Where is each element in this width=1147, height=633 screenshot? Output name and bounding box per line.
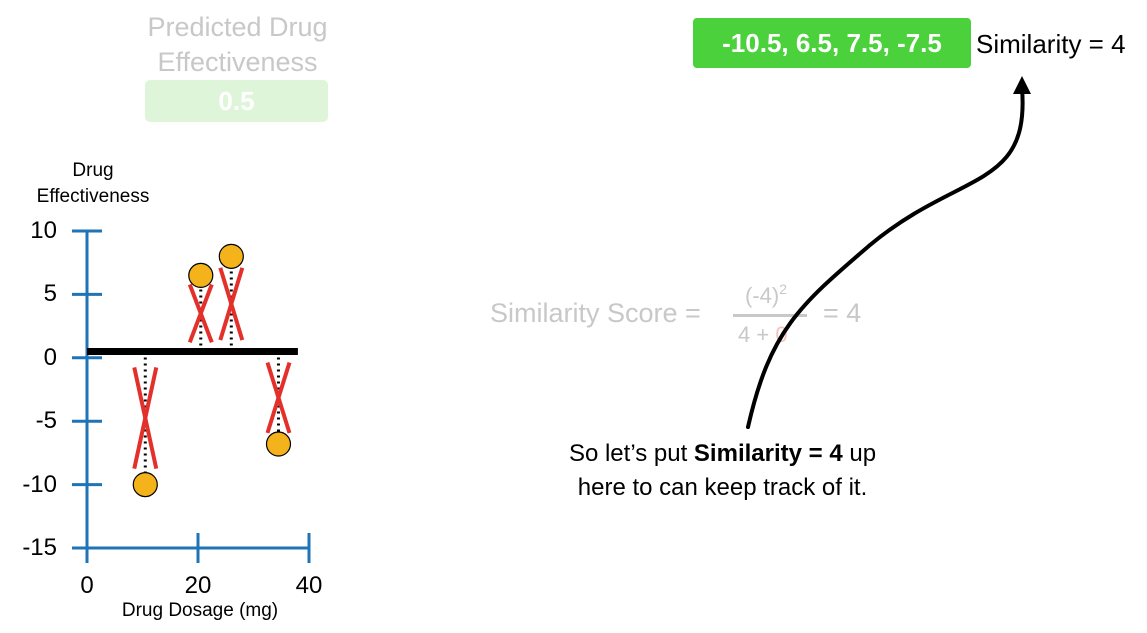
similarity-label: Similarity = 4 xyxy=(976,29,1126,59)
x-tick-label: 20 xyxy=(184,572,212,599)
caption-line1-bold: Similarity = 4 xyxy=(693,440,843,467)
y-tick-label: -10 xyxy=(22,470,57,498)
similarity-score-label: Similarity Score = xyxy=(490,298,701,328)
data-point xyxy=(188,262,214,288)
score-denominator-count: 4 + xyxy=(738,322,776,347)
data-point xyxy=(265,431,292,457)
y-tick-label: 0 xyxy=(43,343,57,371)
data-point xyxy=(218,243,244,269)
predicted-effectiveness-title: Predicted Drug Effectiveness xyxy=(120,10,355,80)
score-numerator-exponent: 2 xyxy=(779,281,788,297)
x-tick-label: 0 xyxy=(80,572,94,599)
score-numerator: (-4)2 xyxy=(745,281,787,309)
caption-line1-post: up xyxy=(842,440,877,467)
predicted-title-line1: Predicted Drug xyxy=(147,12,328,42)
chart-title: Drug Effectiveness xyxy=(18,158,168,210)
residual-cross-stroke xyxy=(218,267,245,341)
x-tick-label: 40 xyxy=(295,572,323,599)
caption-line1-pre: So let’s put xyxy=(568,440,694,467)
residuals-box: -10.5, 6.5, 7.5, -7.5 xyxy=(693,18,971,68)
score-result: = 4 xyxy=(823,298,862,328)
predicted-title-line2: Effectiveness xyxy=(157,47,318,77)
arrow-head xyxy=(1013,76,1031,94)
y-tick-label: -5 xyxy=(35,407,57,435)
curved-arrow-shaft xyxy=(746,86,1025,429)
caption: So let’s put Similarity = 4 up here to c… xyxy=(500,437,945,505)
caption-line1: So let’s put Similarity = 4 up xyxy=(500,437,945,471)
y-tick-label: 10 xyxy=(30,217,57,244)
y-tick-label: 5 xyxy=(43,280,57,308)
residual-cross-stroke xyxy=(132,367,159,470)
x-axis-label: Drug Dosage (mg) xyxy=(121,600,279,621)
residual-cross-stroke xyxy=(265,361,292,434)
caption-line2: here to can keep track of it. xyxy=(577,474,868,501)
data-point xyxy=(132,472,158,498)
chart-title-line1: Drug xyxy=(72,160,114,181)
residual-cross-stroke xyxy=(187,283,214,344)
fraction-bar xyxy=(733,314,807,317)
y-tick-label: -15 xyxy=(22,534,57,561)
chart-title-line2: Effectiveness xyxy=(36,186,150,207)
score-numerator-base: (-4) xyxy=(745,283,780,308)
predicted-value-box: 0.5 xyxy=(145,80,328,122)
